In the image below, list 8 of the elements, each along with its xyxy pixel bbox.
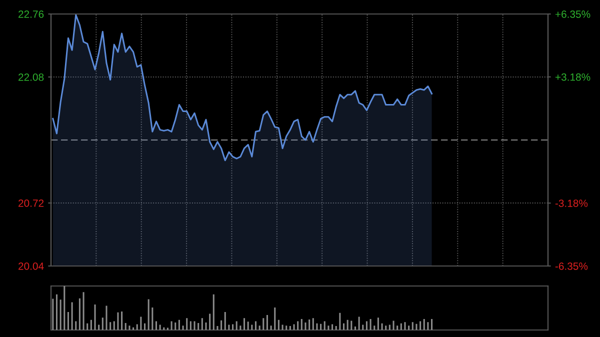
y-tick-label: 22.08 [18,74,44,81]
y-tick-label: 20.04 [18,262,44,270]
y2-tick-label: -6.35% [555,262,588,270]
y2-tick-label: -3.18% [555,200,588,207]
y-tick-label: 20.72 [18,200,44,207]
y2-tick-label: +3.18% [555,73,590,81]
y2-tick-label: +6.35% [555,10,590,18]
y-tick-label: 22.76 [18,10,44,18]
